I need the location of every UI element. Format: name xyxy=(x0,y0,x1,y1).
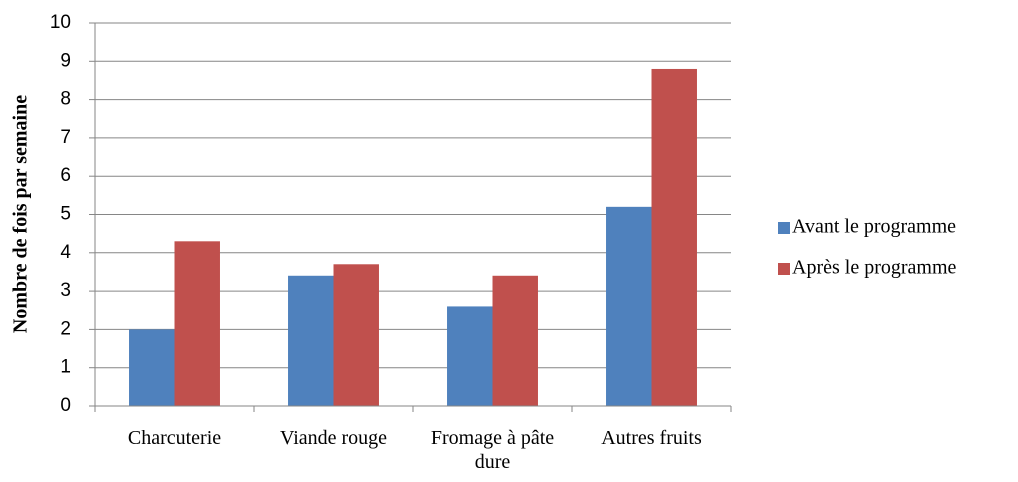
y-tick-label: 5 xyxy=(60,204,71,225)
legend-swatch xyxy=(778,263,790,275)
legend-swatch xyxy=(778,222,790,234)
x-tick-label: Fromage à pâte dure xyxy=(430,427,555,473)
y-tick-label: 2 xyxy=(60,318,71,339)
y-tick-label: 1 xyxy=(60,357,71,378)
bar xyxy=(606,206,652,406)
y-axis-label: Nombre de fois par semaine xyxy=(10,95,32,333)
x-tick-label: Autres fruits xyxy=(601,427,702,449)
bar xyxy=(651,68,697,407)
y-tick-label: 8 xyxy=(60,89,71,110)
y-tick-label: 0 xyxy=(60,395,71,416)
y-tick-label: 4 xyxy=(60,242,71,263)
bar xyxy=(174,241,220,406)
bar xyxy=(447,306,493,406)
bar xyxy=(288,275,334,406)
y-tick-label: 3 xyxy=(60,280,71,301)
legend-label: Avant le programme xyxy=(792,216,956,238)
y-tick-label: 9 xyxy=(60,50,71,71)
x-tick-label: Charcuterie xyxy=(127,427,222,449)
legend-label: Après le programme xyxy=(792,257,957,279)
bar xyxy=(492,275,538,406)
y-tick-label: 6 xyxy=(60,165,71,186)
y-tick-label: 10 xyxy=(50,12,71,33)
y-tick-label: 7 xyxy=(60,127,71,148)
bar xyxy=(333,264,379,406)
x-tick-label: Viande rouge xyxy=(279,427,388,449)
bar xyxy=(129,329,175,406)
